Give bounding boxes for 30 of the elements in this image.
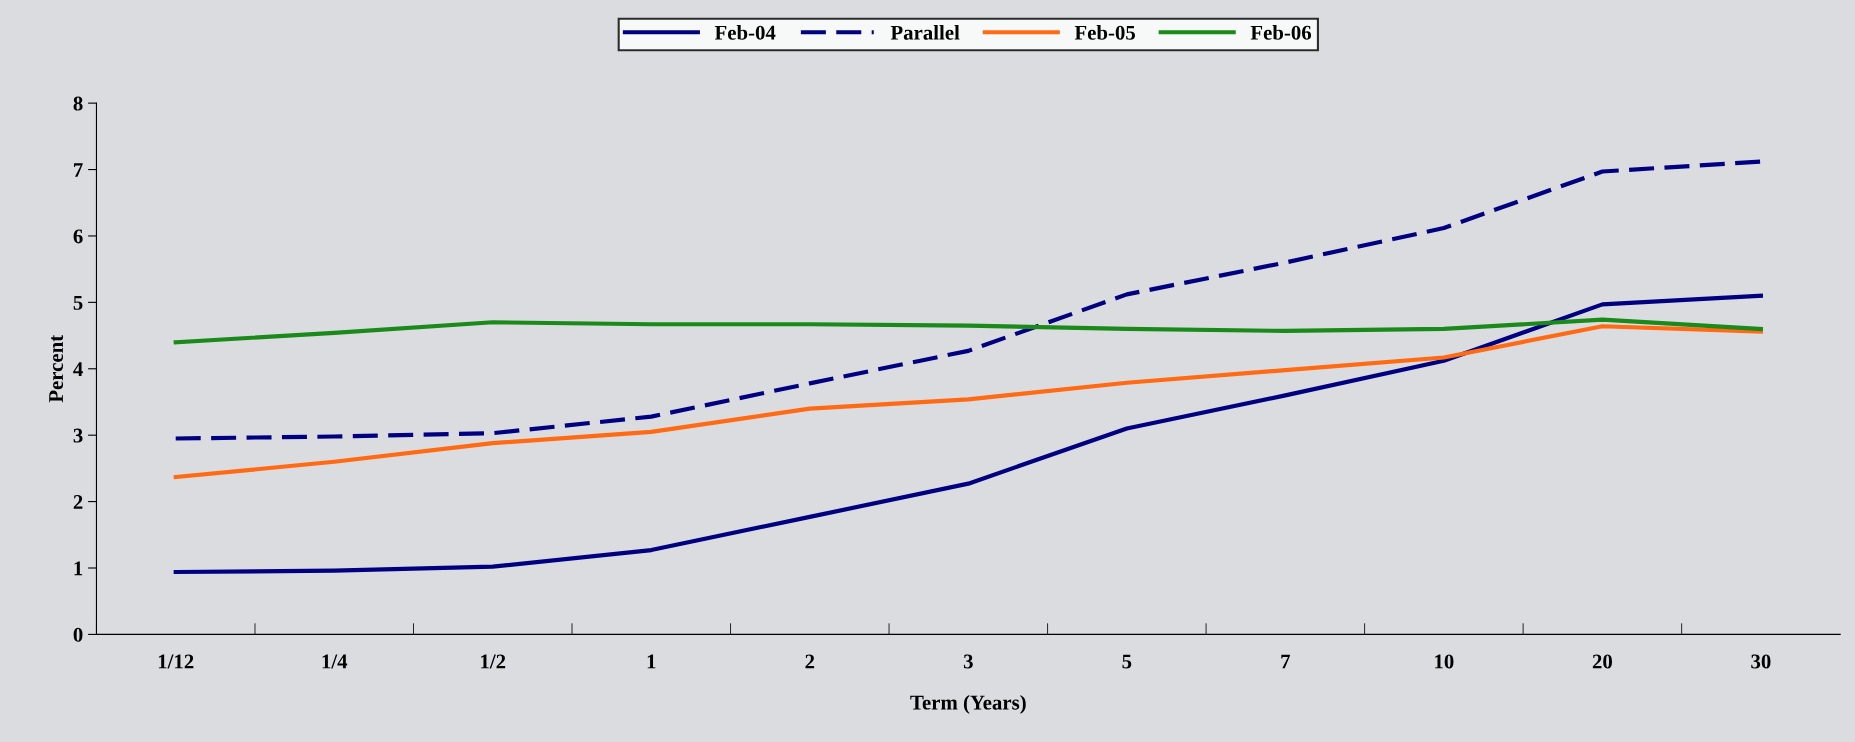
- x-tick-label: 3: [963, 654, 973, 669]
- x-tick-label: 1/12: [158, 654, 194, 669]
- x-tick-label: 1: [647, 654, 656, 669]
- x-tick-label: 1/2: [481, 654, 506, 669]
- x-tick-label: 20: [1592, 654, 1613, 669]
- y-tick-label: 2: [73, 495, 83, 509]
- legend-label: Feb-06: [1250, 25, 1312, 40]
- x-tick-label: 2: [805, 654, 815, 669]
- legend-label: Parallel: [890, 25, 960, 40]
- y-tick-label: 0: [73, 627, 83, 642]
- x-tick-label: 7: [1281, 654, 1291, 669]
- y-tick-label: 6: [73, 229, 83, 244]
- y-tick-label: 3: [73, 428, 83, 443]
- x-tick-label: 30: [1751, 654, 1771, 669]
- legend-label: Feb-04: [714, 25, 776, 40]
- x-tick-label: 5: [1122, 654, 1132, 669]
- y-tick-label: 8: [73, 96, 83, 111]
- x-tick-label: 10: [1435, 654, 1454, 669]
- x-axis-title: Term (Years): [910, 694, 1026, 714]
- y-axis-title: Percent: [49, 334, 64, 403]
- legend-label: Feb-05: [1074, 25, 1136, 40]
- y-tick-label: 4: [73, 362, 83, 376]
- x-tick-label: 1/4: [322, 654, 348, 669]
- line-series: [173, 324, 1763, 480]
- line-series: [173, 317, 1763, 345]
- line-series: [173, 159, 1763, 441]
- y-tick-label: 1: [74, 561, 83, 576]
- line-series: [173, 293, 1763, 575]
- y-tick-label: 5: [73, 295, 83, 310]
- y-tick-label: 7: [74, 163, 83, 177]
